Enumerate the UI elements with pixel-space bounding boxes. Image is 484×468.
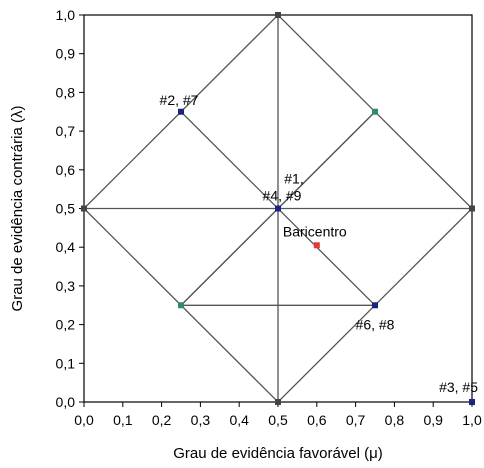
y-axis-label: Grau de evidência contrária (λ) — [9, 106, 26, 312]
point-label: #3, #5 — [439, 379, 478, 395]
x-tick-label: 0,3 — [191, 412, 211, 428]
point-label: #1, #4, #9 — [263, 171, 304, 204]
point-label: Baricentro — [283, 223, 347, 239]
point-label: #2, #7 — [160, 92, 199, 108]
y-tick-label: 0,3 — [56, 278, 76, 294]
y-tick-label: 0,8 — [56, 84, 76, 100]
data-point — [81, 205, 87, 212]
x-tick-label: 0,0 — [74, 412, 94, 428]
data-point — [275, 205, 281, 212]
x-tick-label: 0,7 — [346, 412, 366, 428]
point-label-line: #2, #7 — [160, 92, 199, 108]
data-point — [469, 205, 475, 212]
x-axis-ticks: 0,0 0,1 0,2 0,3 0,4 0,5 0,6 0,7 0,8 0,9 1,0 — [74, 402, 482, 428]
y-tick-label: 0,7 — [56, 123, 76, 139]
y-tick-label: 0,2 — [56, 317, 76, 333]
x-axis-label: Grau de evidência favorável (μ) — [173, 445, 383, 462]
x-tick-label: 0,1 — [113, 412, 133, 428]
x-tick-label: 0,5 — [268, 412, 288, 428]
x-tick-label: 1,0 — [462, 412, 482, 428]
point-labels: #2, #7 #1, #4, #9 #6, #8 #3, #5 Baricentro — [160, 92, 479, 395]
point-label-line: #1, — [284, 171, 303, 187]
x-tick-label: 0,6 — [307, 412, 327, 428]
data-point — [178, 108, 184, 115]
x-tick-label: 0,4 — [229, 412, 249, 428]
x-tick-label: 0,8 — [385, 412, 405, 428]
y-tick-label: 0,5 — [56, 201, 76, 217]
point-label-line: #6, #8 — [356, 316, 395, 332]
data-point — [275, 399, 281, 405]
data-point — [372, 302, 378, 309]
y-tick-label: 0,4 — [56, 239, 76, 255]
y-tick-label: 0,6 — [56, 162, 76, 178]
x-tick-label: 0,9 — [423, 412, 443, 428]
data-point — [469, 399, 475, 405]
x-tick-label: 0,2 — [152, 412, 172, 428]
data-point — [275, 12, 281, 18]
point-label-line: #4, #9 — [263, 188, 302, 204]
data-points — [81, 12, 475, 405]
point-label: #6, #8 — [356, 316, 395, 332]
y-axis-ticks: 0,0 0,1 0,2 0,3 0,4 0,5 0,6 0,7 0,8 0,9 1,0 — [56, 7, 84, 410]
data-point — [313, 242, 320, 249]
data-point — [178, 302, 184, 309]
point-label-line: #3, #5 — [439, 379, 478, 395]
data-point — [372, 108, 378, 115]
point-label-line: Baricentro — [283, 223, 347, 239]
y-tick-label: 0,1 — [56, 355, 76, 371]
y-tick-label: 1,0 — [56, 7, 76, 23]
y-tick-label: 0,9 — [56, 46, 76, 62]
y-tick-label: 0,0 — [56, 394, 76, 410]
